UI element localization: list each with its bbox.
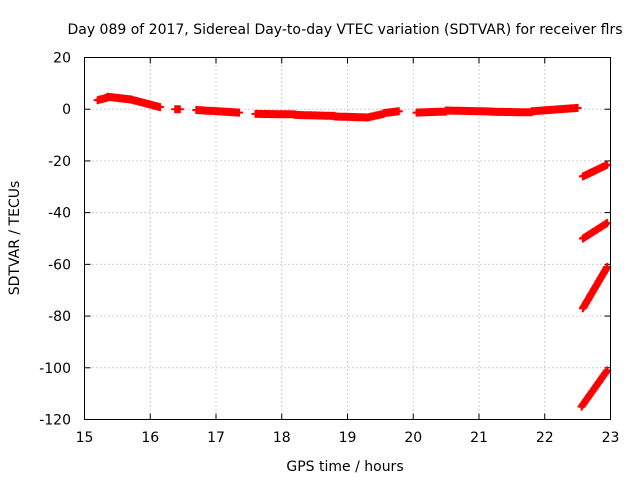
chart-title: Day 089 of 2017, Sidereal Day-to-day VTE… bbox=[67, 22, 622, 38]
data-point-group bbox=[527, 103, 582, 116]
x-tick-label: 19 bbox=[339, 430, 357, 446]
data-point-group bbox=[363, 109, 388, 122]
y-tick-label: 20 bbox=[53, 51, 71, 67]
x-tick-label: 15 bbox=[76, 430, 94, 446]
y-axis-label: SDTVAR / TECUs bbox=[7, 181, 23, 296]
x-tick-label: 17 bbox=[207, 430, 225, 446]
data-point-group bbox=[171, 105, 184, 114]
y-tick-label: -40 bbox=[48, 206, 71, 222]
x-axis-label: GPS time / hours bbox=[286, 459, 403, 475]
data-point-group bbox=[442, 106, 497, 116]
data-point-group bbox=[379, 107, 403, 118]
data-point-group bbox=[412, 107, 451, 117]
y-tick-label: -120 bbox=[39, 413, 71, 429]
data-point-group bbox=[578, 160, 612, 181]
data-point-group bbox=[126, 95, 165, 112]
data-point-group bbox=[577, 366, 612, 411]
data-point-group bbox=[290, 110, 339, 120]
x-tick-label: 16 bbox=[141, 430, 159, 446]
y-tick-labels: 20 0 -20 -40 -60 -80 -100 -120 bbox=[39, 51, 71, 429]
x-tick-labels: 15 16 17 18 19 20 21 22 23 bbox=[76, 430, 620, 446]
data-point-group bbox=[192, 106, 243, 117]
data-point-group bbox=[578, 219, 612, 243]
y-tick-label: -60 bbox=[48, 257, 71, 273]
x-tick-label: 18 bbox=[273, 430, 291, 446]
data-point-group bbox=[578, 262, 612, 313]
x-tick-label: 20 bbox=[404, 430, 422, 446]
y-tick-label: -20 bbox=[48, 154, 71, 170]
y-tick-label: 0 bbox=[62, 102, 71, 118]
x-tick-label: 23 bbox=[602, 430, 620, 446]
data-series-sdtvar bbox=[93, 92, 612, 411]
x-tick-label: 22 bbox=[536, 430, 554, 446]
x-tick-label: 21 bbox=[470, 430, 488, 446]
plot-frame bbox=[84, 57, 611, 420]
y-tick-label: -100 bbox=[39, 361, 71, 377]
y-tick-label: -80 bbox=[48, 309, 71, 325]
